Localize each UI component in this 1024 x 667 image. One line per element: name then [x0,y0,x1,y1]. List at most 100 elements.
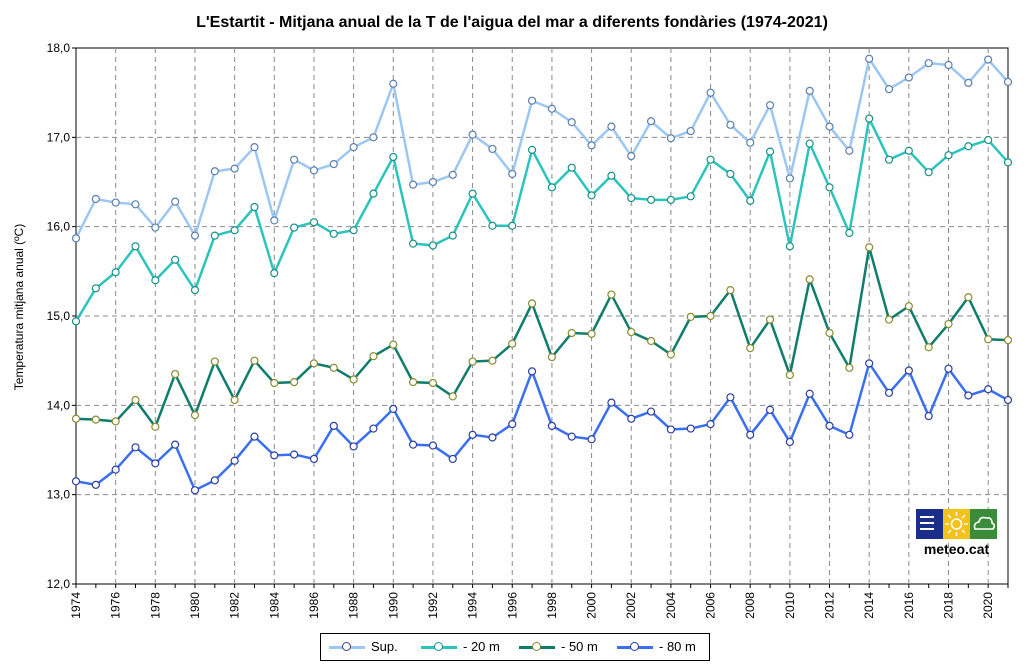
data-point [428,177,438,187]
data-point [250,432,259,441]
data-point [488,144,497,154]
data-point [349,226,358,235]
data-point [984,135,993,145]
data-point [428,241,438,250]
y-tick-label: 15,0 [47,309,71,323]
data-point [567,328,576,338]
data-point [151,459,160,468]
data-point [627,327,636,337]
x-tick-label: 1994 [466,592,480,619]
data-point [508,221,517,230]
legend-label-sup: Sup. [371,639,398,654]
cloud-icon [970,509,997,539]
data-point [785,370,794,380]
data-point [290,378,299,387]
chart-title: L'Estartit - Mitjana anual de la T de l'… [196,14,828,31]
data-point [270,451,279,460]
data-point [924,343,933,352]
data-point [71,234,81,243]
data-point [865,359,874,368]
data-point [369,133,378,142]
data-point [369,424,378,433]
data-point [428,378,438,388]
data-point [765,405,775,414]
x-tick-label: 1998 [545,592,559,619]
data-point [329,363,338,372]
x-tick-label: 1992 [426,592,440,619]
data-point [111,465,120,474]
x-tick-label: 2008 [743,592,757,619]
data-point [369,189,378,198]
data-point [904,366,913,375]
data-point [726,169,735,179]
data-point [904,302,913,311]
series-line-2 [75,246,1009,430]
data-point [765,101,775,110]
data-point [627,414,636,423]
data-point [904,73,913,82]
data-point [190,231,200,240]
data-point [686,424,695,433]
data-point [587,329,596,338]
data-point [468,189,477,198]
data-point [349,143,358,152]
data-point [309,454,319,464]
data-point [131,395,140,405]
data-point [250,202,259,212]
data-point [964,78,973,87]
data-point [171,369,180,379]
data-point [964,293,973,302]
data-point [627,193,636,203]
data-point [389,340,398,349]
data-point [309,218,319,227]
x-tick-label: 1990 [386,592,400,619]
legend: Sup. - 20 m - 50 m - 80 m [320,633,710,661]
x-tick-label: 2014 [862,592,876,619]
data-point [805,139,814,148]
data-point [190,486,200,495]
data-point [468,357,477,366]
data-point [785,437,794,447]
data-point [270,216,279,225]
data-point [329,160,338,169]
data-point [1003,395,1013,405]
data-point [865,114,874,123]
data-point [71,317,81,326]
x-tick-label: 1974 [69,592,83,619]
data-point [845,363,854,372]
data-point [845,228,854,238]
data-point [210,476,219,485]
logo-emblem [916,509,997,539]
x-tick-label: 1980 [188,592,202,619]
x-tick-label: 2012 [823,592,837,619]
data-point [865,54,874,63]
data-point [290,155,299,164]
data-point [151,422,160,431]
data-point [250,143,259,152]
data-point [151,223,160,232]
data-point [646,407,656,416]
data-point [508,169,517,179]
data-point [171,255,180,264]
x-tick-label: 1978 [148,592,162,619]
data-point [666,350,675,359]
data-point [884,388,894,397]
data-point [746,344,755,353]
data-point [944,364,953,373]
data-point [845,430,854,439]
sun-icon [943,509,970,539]
data-point [409,180,418,189]
x-tick-label: 1988 [347,592,361,619]
data-point [686,312,695,321]
data-point [964,391,973,400]
marker-icon [532,642,541,651]
y-tick-label: 16,0 [47,220,71,234]
data-point [805,275,814,284]
data-point [448,231,457,240]
data-point [924,168,933,177]
data-point [706,88,715,97]
marker-icon [342,642,351,651]
data-point [706,419,715,429]
data-point [746,196,755,205]
data-point [547,104,557,113]
